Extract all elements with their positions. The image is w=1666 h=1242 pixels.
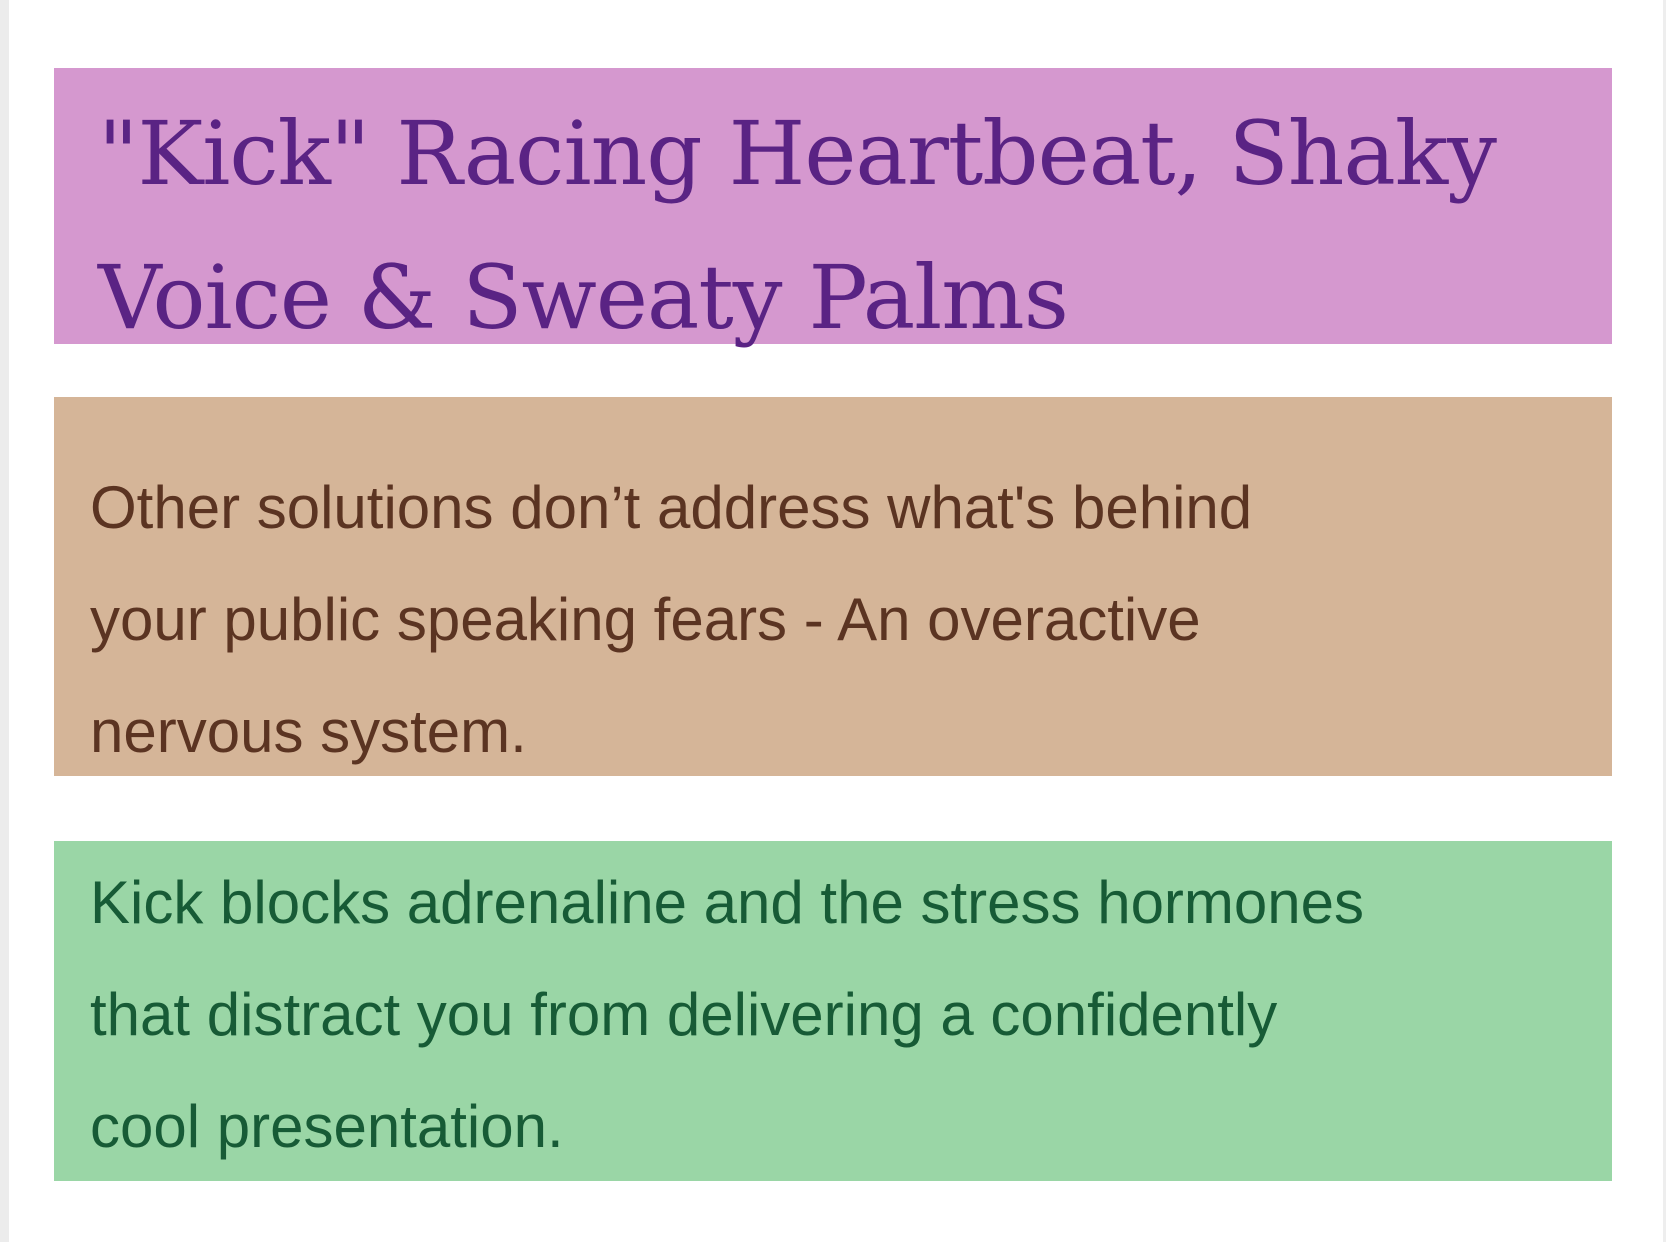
problem-text: Other solutions don’t address what's beh… — [90, 452, 1612, 788]
problem-line-3: nervous system. — [90, 698, 527, 765]
page-right-border — [1663, 0, 1666, 1242]
problem-callout: Other solutions don’t address what's beh… — [54, 397, 1612, 776]
problem-line-1: Other solutions don’t address what's beh… — [90, 474, 1253, 541]
solution-line-3: cool presentation. — [90, 1093, 564, 1160]
solution-line-2: that distract you from delivering a conf… — [90, 981, 1278, 1048]
headline-line-1: "Kick" Racing Heartbeat, Shaky — [98, 102, 1497, 205]
headline-line-2: Voice & Sweaty Palms — [98, 246, 1069, 349]
solution-text: Kick blocks adrenaline and the stress ho… — [90, 847, 1612, 1183]
solution-line-1: Kick blocks adrenaline and the stress ho… — [90, 869, 1365, 936]
page-left-border — [0, 0, 9, 1242]
problem-line-2: your public speaking fears - An overacti… — [90, 586, 1201, 653]
solution-callout: Kick blocks adrenaline and the stress ho… — [54, 841, 1612, 1181]
headline: "Kick" Racing Heartbeat, Shaky Voice & S… — [98, 82, 1612, 370]
headline-banner: "Kick" Racing Heartbeat, Shaky Voice & S… — [54, 68, 1612, 349]
